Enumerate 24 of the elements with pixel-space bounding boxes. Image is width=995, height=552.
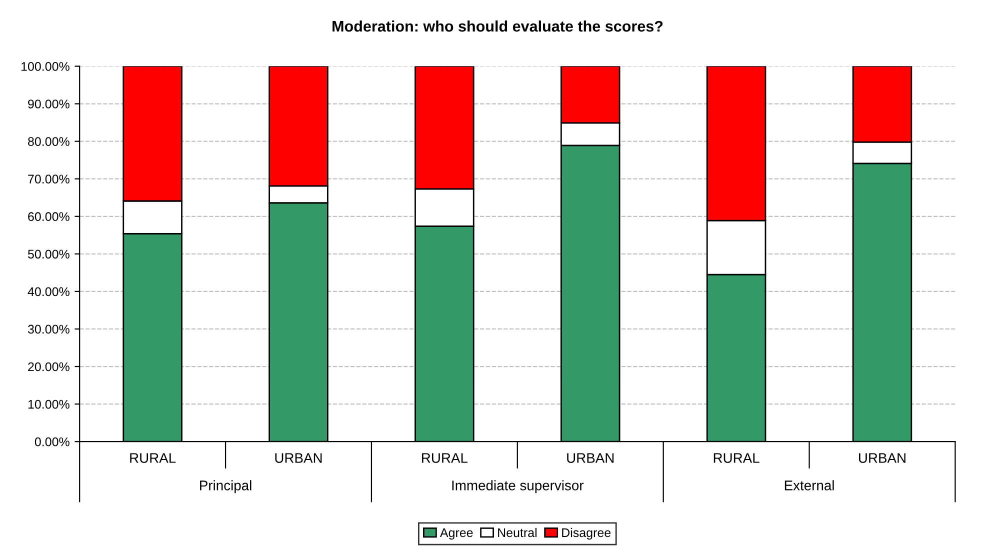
y-tick-label: 100.00% bbox=[21, 62, 70, 71]
x-tick-label: URBAN bbox=[567, 453, 614, 463]
chart-title: Moderation: who should evaluate the scores? bbox=[332, 20, 663, 32]
y-tick-label: 10.00% bbox=[28, 400, 70, 409]
legend-label: Agree bbox=[440, 528, 473, 540]
x-tick-label: URBAN bbox=[858, 453, 906, 463]
legend-label: Neutral bbox=[498, 528, 537, 538]
y-tick-label: 50.00% bbox=[28, 250, 70, 259]
y-tick-label: 0.00% bbox=[34, 437, 70, 446]
y-tick-label: 60.00% bbox=[28, 212, 70, 222]
x-tick-label: RURAL bbox=[130, 453, 176, 463]
y-tick-label: 90.00% bbox=[28, 100, 70, 108]
x-tick-label: RURAL bbox=[422, 453, 468, 463]
y-tick-label: 20.00% bbox=[28, 362, 70, 372]
y-tick-label: 70.00% bbox=[28, 174, 70, 184]
x-tick-label: RURAL bbox=[714, 453, 760, 463]
legend-label: Disagree bbox=[562, 528, 611, 540]
y-tick-label: 30.00% bbox=[28, 324, 70, 334]
text: Principal bbox=[200, 480, 252, 494]
y-tick-label: 40.00% bbox=[28, 287, 70, 296]
text: External bbox=[784, 480, 834, 490]
x-tick-label: URBAN bbox=[275, 453, 322, 463]
y-tick-label: 80.00% bbox=[28, 137, 70, 146]
text: Immediate supervisor bbox=[452, 480, 584, 494]
